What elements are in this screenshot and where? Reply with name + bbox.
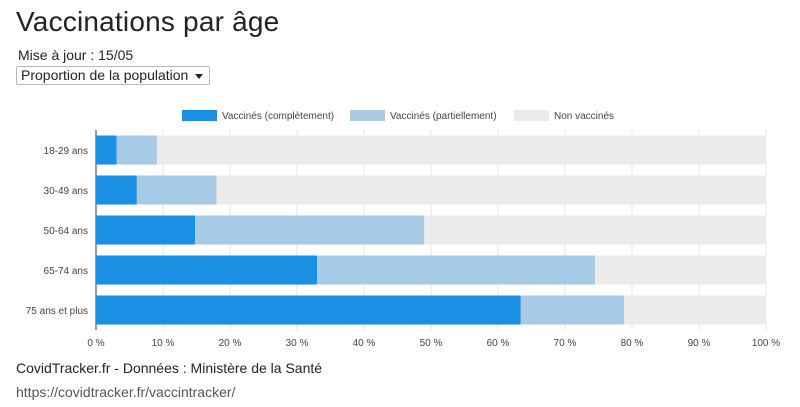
x-tick-label: 10 % xyxy=(152,338,175,349)
legend-label-1: Vaccinés (complètement) xyxy=(222,111,334,122)
chart-legend: Vaccinés (complètement) Vaccinés (partiel… xyxy=(182,110,614,122)
bar-1 xyxy=(96,255,318,285)
category-label: 30-49 ans xyxy=(44,186,88,197)
page-title: Vaccinations par âge xyxy=(16,6,280,37)
metric-select[interactable]: Proportion de la population xyxy=(16,66,210,85)
x-tick-label: 60 % xyxy=(487,338,510,349)
legend-label-2: Vaccinés (partiellement) xyxy=(390,111,497,122)
category-label: 50-64 ans xyxy=(44,226,88,237)
bar-3 xyxy=(623,295,766,325)
bar-1 xyxy=(96,215,196,245)
x-tick-label: 20 % xyxy=(219,338,242,349)
bar-2 xyxy=(195,215,425,245)
metric-select-value: Proportion de la population xyxy=(21,67,189,83)
legend-label-3: Non vaccinés xyxy=(554,111,614,122)
x-tick-label: 30 % xyxy=(286,338,309,349)
category-label: 65-74 ans xyxy=(44,266,88,277)
chart-bars xyxy=(96,135,767,325)
x-tick-label: 50 % xyxy=(420,338,443,349)
update-date: Mise à jour : 15/05 xyxy=(18,47,134,63)
source-credit: CovidTracker.fr - Données : Ministère de… xyxy=(16,360,323,376)
bar-3 xyxy=(156,135,767,165)
category-label: 75 ans et plus xyxy=(26,306,88,317)
legend-swatch-2 xyxy=(350,110,385,121)
category-label: 18-29 ans xyxy=(44,146,88,157)
vaccination-bar-chart: Vaccinés (complètement) Vaccinés (partiel… xyxy=(26,110,780,349)
bar-3 xyxy=(595,255,766,285)
chart-category-labels: 18-29 ans 30-49 ans 50-64 ans 65-74 ans 75 a… xyxy=(26,146,88,317)
x-tick-label: 0 % xyxy=(87,338,104,349)
bar-2 xyxy=(520,295,624,325)
x-tick-label: 90 % xyxy=(688,338,711,349)
x-tick-label: 40 % xyxy=(353,338,376,349)
chevron-down-icon xyxy=(195,74,203,79)
legend-swatch-1 xyxy=(182,110,217,121)
x-tick-label: 70 % xyxy=(554,338,577,349)
source-url: https://covidtracker.fr/vaccintracker/ xyxy=(16,384,236,400)
bar-2 xyxy=(136,175,217,205)
chart-x-tick-labels: 0 % 10 % 20 % 30 % 40 % 50 % 60 % 70 % 80 % 90 % 1… xyxy=(87,338,780,349)
bar-1 xyxy=(96,175,137,205)
legend-swatch-3 xyxy=(514,110,549,121)
bar-3 xyxy=(216,175,767,205)
bar-1 xyxy=(96,135,117,165)
bar-3 xyxy=(424,215,766,245)
x-tick-label: 80 % xyxy=(621,338,644,349)
bar-1 xyxy=(96,295,521,325)
bar-2 xyxy=(317,255,596,285)
bar-2 xyxy=(116,135,157,165)
x-tick-label: 100 % xyxy=(752,338,780,349)
